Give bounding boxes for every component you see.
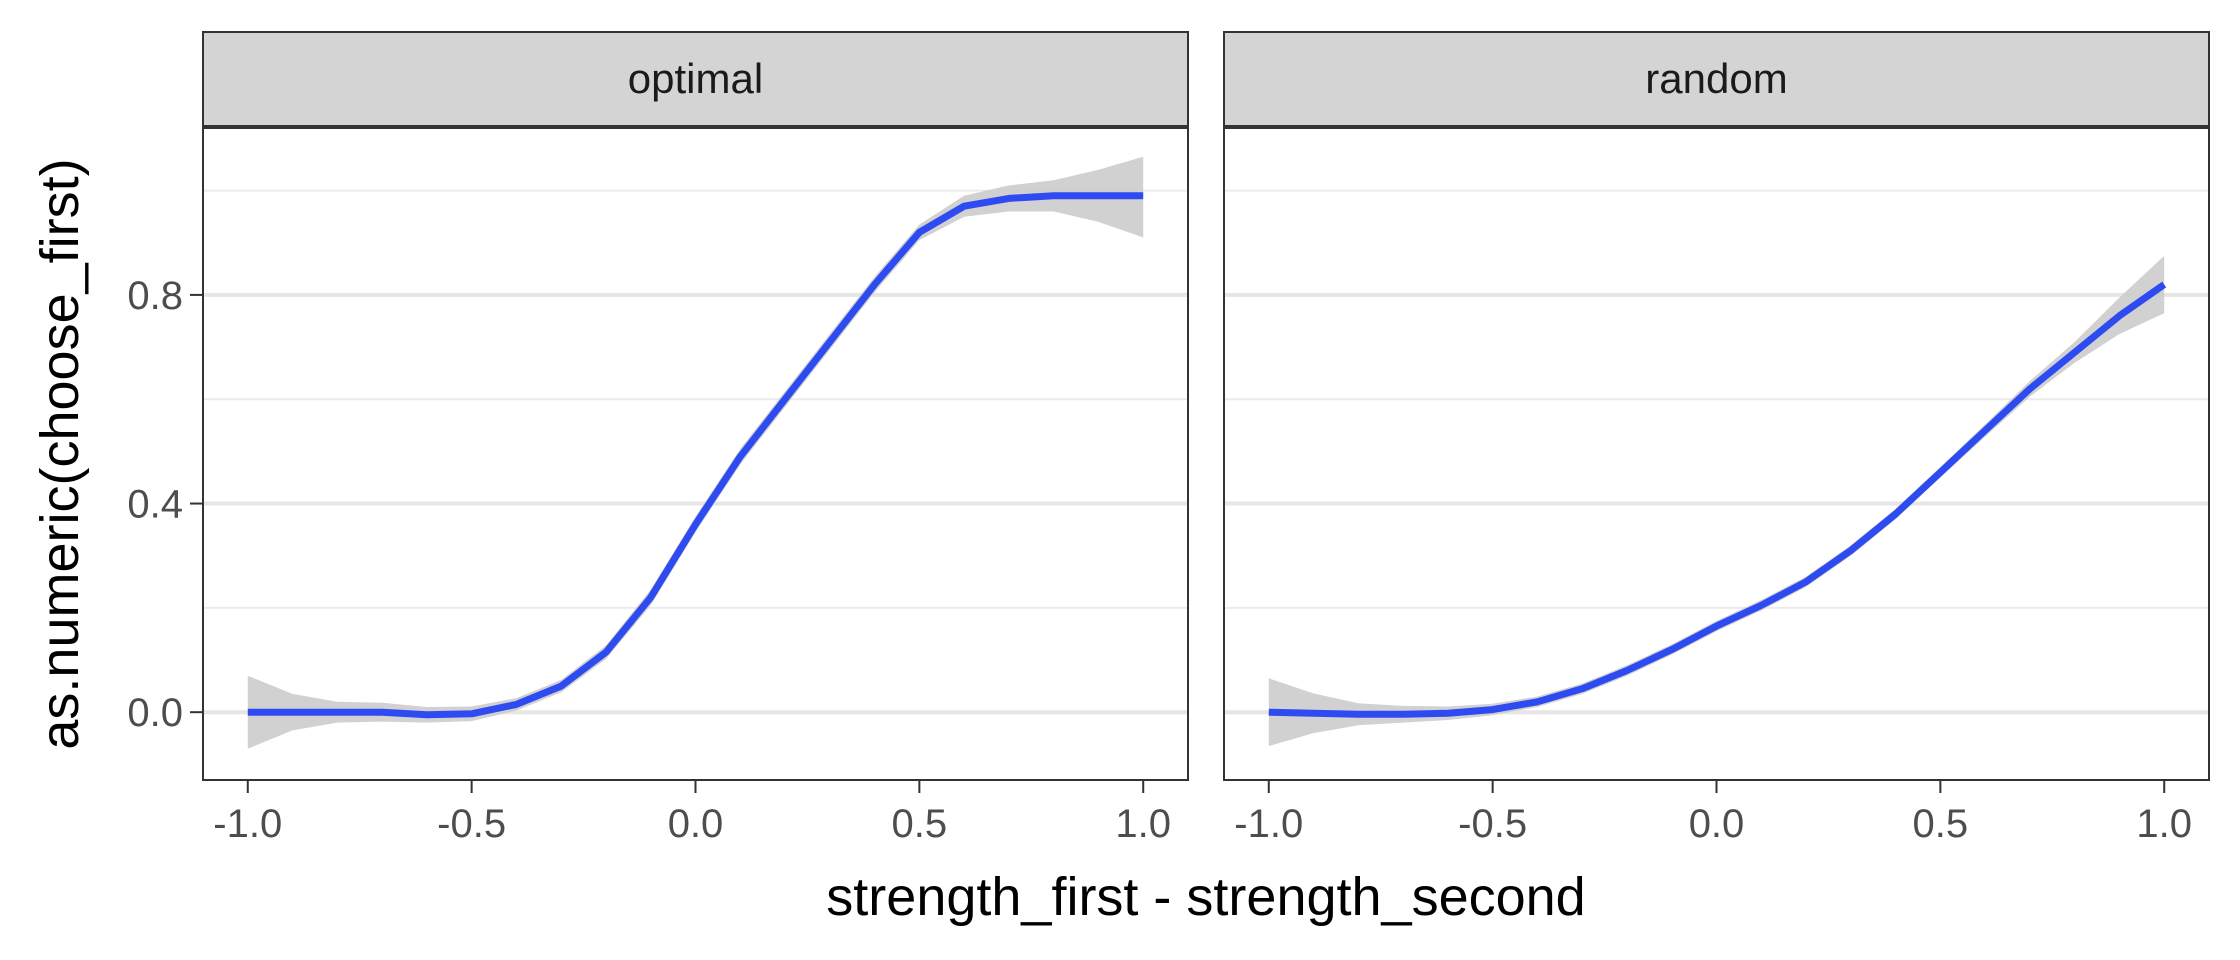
x-tick-label: -1.0 [213, 802, 282, 846]
line-optimal [247, 192, 1144, 719]
grid-random [1224, 189, 2209, 715]
grid-optimal [203, 189, 1188, 715]
confidence-band [247, 156, 1144, 749]
ribbon-random [1268, 255, 2165, 747]
x-tick-label: -1.0 [1234, 802, 1303, 846]
panel-optimal: optimal -1.0 -0.5 0.0 0.5 1.0 [202, 31, 1189, 846]
plot-border-optimal [202, 127, 1189, 781]
line-random [1268, 281, 2167, 718]
y-tick-label: 0.8 [127, 274, 183, 318]
y-axis-title: as.numeric(choose_first) [30, 158, 90, 749]
strip-label-optimal: optimal [628, 55, 763, 102]
y-tick-label: 0.4 [127, 483, 183, 527]
x-tick-label: 0.0 [1689, 802, 1745, 846]
panel-random: random -1.0 -0.5 0.0 0.5 1.0 [1223, 31, 2210, 846]
x-tick-label: -0.5 [437, 802, 506, 846]
confidence-band [1268, 255, 2165, 747]
x-axis-title: strength_first - strength_second [826, 867, 1585, 927]
x-tick-label: -0.5 [1458, 802, 1527, 846]
strip-label-random: random [1645, 55, 1787, 102]
x-axis-optimal: -1.0 -0.5 0.0 0.5 1.0 [213, 781, 1171, 846]
x-axis-random: -1.0 -0.5 0.0 0.5 1.0 [1234, 781, 2192, 846]
strip-random [1223, 31, 2210, 127]
y-axis: 0.0 0.4 0.8 [127, 274, 202, 735]
strip-optimal [202, 31, 1189, 127]
x-tick-label: 0.5 [892, 802, 948, 846]
plot-border-random [1223, 127, 2210, 781]
x-tick-label: 1.0 [1115, 802, 1171, 846]
fitted-line [247, 192, 1144, 719]
y-tick-label: 0.0 [127, 691, 183, 735]
ribbon-optimal [247, 156, 1144, 749]
x-tick-label: 0.0 [668, 802, 724, 846]
x-tick-label: 1.0 [2136, 802, 2192, 846]
fitted-line [1268, 281, 2167, 718]
x-tick-label: 0.5 [1913, 802, 1969, 846]
